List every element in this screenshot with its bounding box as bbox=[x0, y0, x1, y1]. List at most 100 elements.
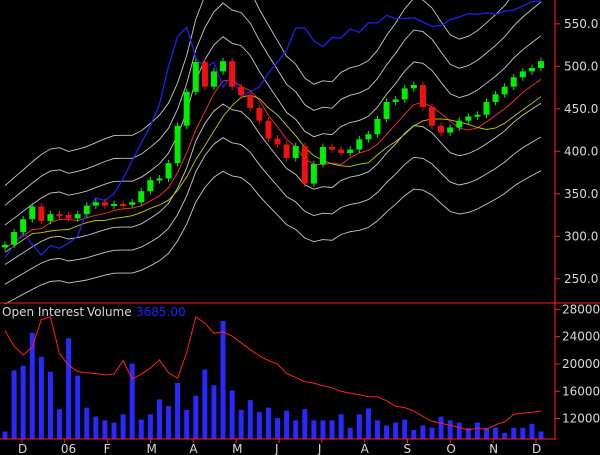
envelope-band-1 bbox=[4, 170, 542, 305]
candle-body bbox=[383, 101, 390, 119]
candle-body bbox=[528, 67, 535, 72]
candle-body bbox=[92, 202, 99, 206]
volume-bar bbox=[311, 420, 317, 439]
candle-body bbox=[47, 214, 54, 221]
candle-body bbox=[283, 144, 290, 159]
candle bbox=[465, 113, 472, 125]
candle-body bbox=[292, 146, 299, 159]
candle bbox=[374, 115, 381, 138]
candle bbox=[38, 203, 45, 225]
candle-body bbox=[247, 95, 254, 108]
ma-yellow-line bbox=[4, 94, 542, 253]
volume-bar bbox=[483, 427, 489, 439]
candle bbox=[165, 159, 172, 182]
candle bbox=[419, 81, 426, 111]
volume-bar bbox=[302, 409, 308, 439]
envelope-band-2 bbox=[4, 136, 542, 285]
candle bbox=[492, 90, 499, 106]
candle bbox=[319, 143, 326, 168]
time-tick-label: S bbox=[404, 442, 412, 455]
volume-bar bbox=[393, 422, 399, 439]
volume-bar bbox=[529, 424, 535, 439]
volume-bar bbox=[538, 431, 544, 439]
candle-body bbox=[56, 214, 63, 217]
candle bbox=[101, 198, 108, 210]
candle-body bbox=[210, 71, 217, 87]
volume-bar bbox=[511, 427, 517, 439]
volume-bar bbox=[57, 409, 63, 439]
volume-bar bbox=[447, 420, 453, 439]
volume-bar bbox=[265, 407, 271, 439]
volume-bar bbox=[420, 425, 426, 439]
candle bbox=[156, 175, 163, 184]
candle bbox=[347, 146, 354, 157]
candle-body bbox=[483, 101, 490, 115]
volume-bar bbox=[129, 363, 135, 439]
volume-bar bbox=[456, 422, 462, 439]
candle bbox=[20, 215, 27, 236]
candle-body bbox=[101, 202, 108, 206]
legend-volume: Volume bbox=[87, 305, 132, 319]
candle bbox=[447, 124, 454, 136]
candle-body bbox=[365, 134, 372, 140]
volume-bar bbox=[102, 420, 108, 439]
candle bbox=[247, 91, 254, 112]
open-interest-line bbox=[4, 316, 542, 431]
candle-body bbox=[265, 120, 272, 139]
volume-bar bbox=[520, 427, 526, 439]
time-tick-label: M bbox=[232, 442, 242, 455]
candle bbox=[356, 135, 363, 153]
price-tick-label: 350.0 bbox=[564, 187, 598, 201]
price-tick-label: 500.0 bbox=[564, 59, 598, 73]
candle-body bbox=[74, 214, 81, 219]
volume-bar bbox=[374, 420, 380, 439]
volume-bar bbox=[20, 365, 26, 439]
candle bbox=[392, 96, 399, 106]
candle bbox=[92, 198, 99, 210]
volume-bar bbox=[338, 414, 344, 439]
legend-volume-value: 3685.00 bbox=[136, 305, 186, 319]
time-tick-label: J bbox=[317, 442, 322, 455]
candle bbox=[65, 211, 72, 222]
candle-body bbox=[65, 215, 72, 219]
volume-bar bbox=[402, 419, 408, 439]
volume-bars bbox=[2, 321, 544, 439]
legend-open-interest: Open Interest bbox=[2, 305, 84, 319]
moving-averages bbox=[4, 78, 542, 253]
candle bbox=[183, 88, 190, 130]
candle-body bbox=[519, 71, 526, 78]
candle-body bbox=[301, 146, 308, 184]
volume-bar bbox=[93, 416, 99, 439]
time-tick-label: D bbox=[18, 442, 27, 455]
volume-bar bbox=[138, 419, 144, 439]
time-tick-label: A bbox=[361, 442, 370, 455]
time-tick-label: M bbox=[147, 442, 157, 455]
volume-bar bbox=[38, 356, 44, 439]
time-tick-label: A bbox=[189, 442, 198, 455]
candle bbox=[174, 122, 181, 167]
price-candles bbox=[2, 57, 544, 251]
time-tick-label: D bbox=[532, 442, 541, 455]
candle-body bbox=[220, 61, 227, 72]
time-tick-label: 06 bbox=[61, 442, 76, 455]
candle bbox=[74, 210, 81, 222]
candle-body bbox=[120, 203, 127, 206]
candle-body bbox=[183, 91, 190, 126]
candle-body bbox=[338, 149, 345, 153]
candle bbox=[47, 210, 54, 225]
candle-body bbox=[419, 84, 426, 108]
candle bbox=[519, 67, 526, 81]
candle-body bbox=[20, 219, 27, 233]
oi-tick-label: 16000 bbox=[562, 384, 600, 398]
candle bbox=[138, 187, 145, 206]
volume-bar bbox=[29, 332, 35, 439]
candle-body bbox=[156, 178, 163, 181]
price-tick-label: 450.0 bbox=[564, 102, 598, 116]
candle-body bbox=[319, 147, 326, 165]
volume-bar bbox=[220, 321, 226, 439]
volume-bar bbox=[474, 422, 480, 439]
open-interest-path bbox=[4, 316, 542, 431]
candle bbox=[220, 57, 227, 75]
